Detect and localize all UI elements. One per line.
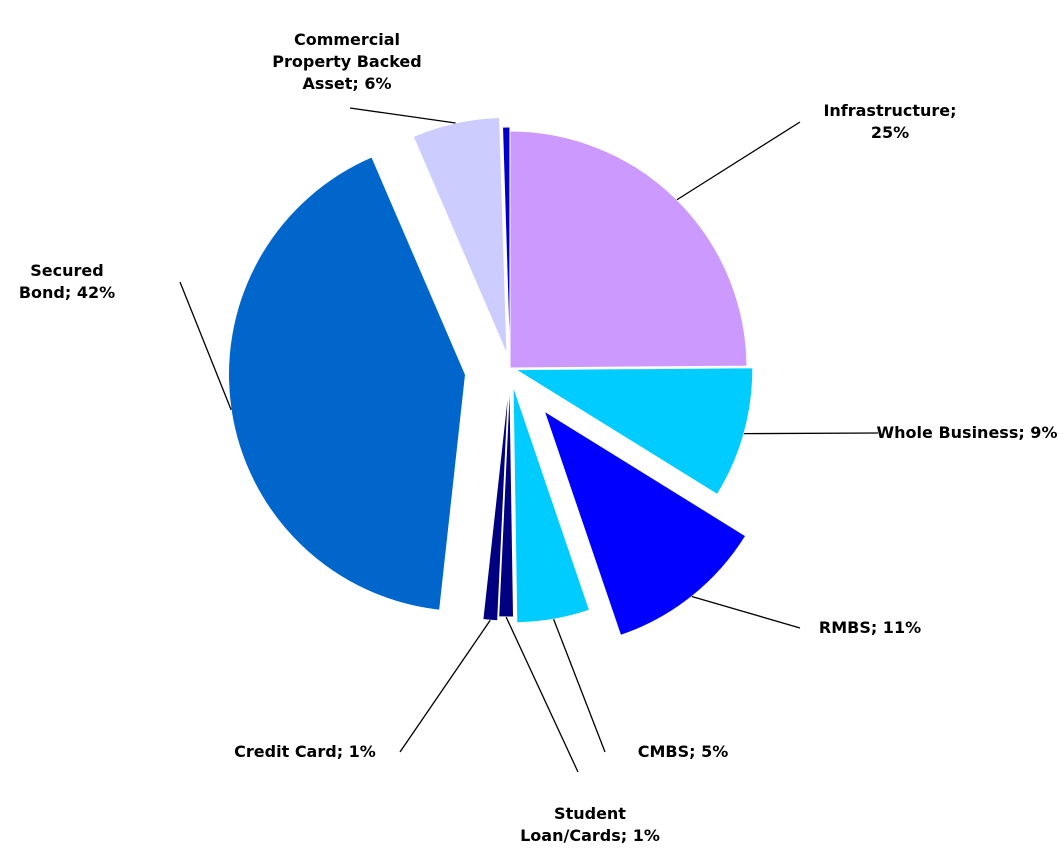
data-label: Student Loan/Cards; 1%	[520, 804, 660, 845]
leader-line	[505, 616, 579, 773]
pie-slice	[514, 367, 754, 496]
pie-slice	[543, 409, 747, 637]
data-label: Infrastructure; 25%	[823, 101, 957, 142]
data-label: Secured Bond; 42%	[18, 261, 116, 302]
data-label: Whole Business; 9%	[876, 423, 1058, 442]
leader-line	[349, 107, 456, 124]
data-label: Commercial Property Backed Asset; 6%	[272, 30, 422, 93]
leader-line	[553, 619, 606, 753]
leader-line	[676, 121, 801, 201]
pie-slice	[228, 156, 467, 611]
leader-line	[179, 281, 232, 410]
leader-line	[691, 595, 801, 629]
data-label: Credit Card; 1%	[234, 742, 376, 761]
pie-slice	[412, 116, 508, 355]
data-label: CMBS; 5%	[637, 742, 729, 761]
pie-slice	[502, 126, 511, 365]
pie-slice	[509, 130, 748, 369]
data-label: RMBS; 11%	[818, 618, 922, 637]
leader-line	[399, 619, 491, 753]
leader-line	[743, 432, 879, 435]
